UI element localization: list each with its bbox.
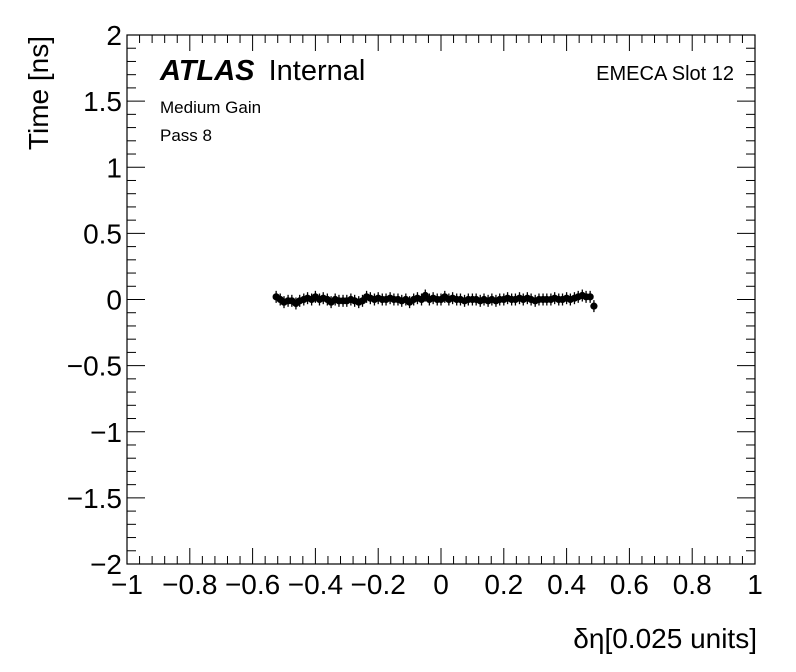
- x-tick-label: 0.2: [484, 569, 523, 600]
- data-point: [590, 300, 598, 313]
- y-tick-label: 0: [106, 285, 122, 316]
- y-tick-label: 1: [106, 152, 122, 183]
- atlas-label-group: ATLAS Internal: [159, 55, 365, 87]
- pass-label: Pass 8: [160, 126, 212, 145]
- atlas-label: ATLAS: [159, 55, 255, 87]
- x-tick-label: 0.6: [610, 569, 649, 600]
- x-tick-label: −0.8: [162, 569, 217, 600]
- data-point: [586, 290, 594, 303]
- slot-label: EMECA Slot 12: [596, 63, 734, 85]
- y-tick-label: −2: [90, 549, 122, 580]
- x-tick-label: −0.2: [351, 569, 406, 600]
- x-axis-label: δη[0.025 units]: [573, 623, 757, 654]
- x-tick-label: −0.6: [225, 569, 280, 600]
- data-points: [272, 289, 598, 313]
- gain-label: Medium Gain: [160, 98, 261, 117]
- internal-label: Internal: [269, 55, 366, 87]
- y-tick-label: −1.5: [67, 483, 122, 514]
- y-tick-labels: −2 −1.5 −1 −0.5 0 0.5 1 1.5 2: [67, 20, 122, 580]
- x-tick-label: 0: [433, 569, 449, 600]
- x-tick-label: −1: [111, 569, 143, 600]
- y-axis-label: Time [ns]: [23, 36, 54, 150]
- y-tick-label: 0.5: [83, 218, 122, 249]
- y-tick-label: 1.5: [83, 86, 122, 117]
- x-tick-labels: −1 −0.8 −0.6 −0.4 −0.2 0 0.2 0.4 0.6 0.8 1: [111, 569, 763, 600]
- x-tick-label: 1: [747, 569, 763, 600]
- y-tick-label: 2: [106, 20, 122, 51]
- x-tick-label: 0.4: [547, 569, 586, 600]
- x-tick-label: −0.4: [288, 569, 343, 600]
- axis-ticks: [126, 34, 756, 565]
- y-tick-label: −0.5: [67, 351, 122, 382]
- x-tick-label: 0.8: [673, 569, 712, 600]
- y-tick-label: −1: [90, 417, 122, 448]
